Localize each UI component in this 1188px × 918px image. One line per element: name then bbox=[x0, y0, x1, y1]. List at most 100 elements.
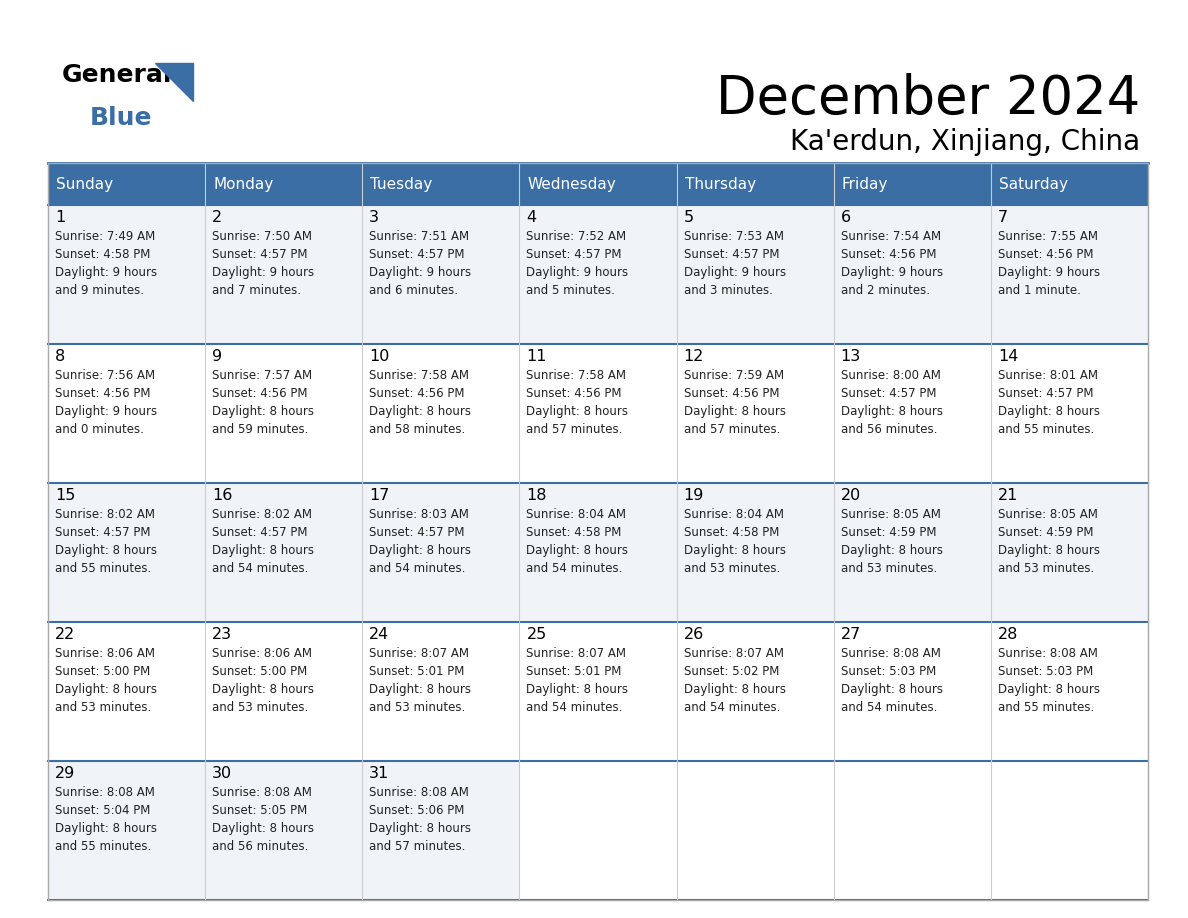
Text: Sunset: 4:56 PM: Sunset: 4:56 PM bbox=[998, 248, 1093, 261]
Text: Sunrise: 8:02 AM: Sunrise: 8:02 AM bbox=[213, 508, 312, 521]
Text: 2: 2 bbox=[213, 210, 222, 225]
Text: Sunrise: 8:03 AM: Sunrise: 8:03 AM bbox=[369, 508, 469, 521]
Text: 27: 27 bbox=[841, 627, 861, 642]
Bar bbox=[991, 344, 1148, 483]
Text: Sunset: 4:58 PM: Sunset: 4:58 PM bbox=[55, 248, 151, 261]
Text: and 54 minutes.: and 54 minutes. bbox=[369, 562, 466, 575]
Text: Sunrise: 8:08 AM: Sunrise: 8:08 AM bbox=[213, 786, 312, 799]
Text: Sunrise: 8:02 AM: Sunrise: 8:02 AM bbox=[55, 508, 154, 521]
Text: 29: 29 bbox=[55, 766, 75, 781]
Text: and 57 minutes.: and 57 minutes. bbox=[683, 423, 781, 436]
Text: and 54 minutes.: and 54 minutes. bbox=[841, 701, 937, 714]
Text: Daylight: 8 hours: Daylight: 8 hours bbox=[213, 405, 314, 418]
Text: and 53 minutes.: and 53 minutes. bbox=[55, 701, 151, 714]
Text: Sunrise: 8:06 AM: Sunrise: 8:06 AM bbox=[55, 647, 154, 660]
Text: Sunrise: 7:57 AM: Sunrise: 7:57 AM bbox=[213, 369, 312, 382]
Text: 24: 24 bbox=[369, 627, 390, 642]
Text: Sunrise: 7:54 AM: Sunrise: 7:54 AM bbox=[841, 230, 941, 243]
Bar bbox=[48, 163, 206, 205]
Text: Sunset: 5:01 PM: Sunset: 5:01 PM bbox=[369, 665, 465, 678]
Text: Sunset: 5:05 PM: Sunset: 5:05 PM bbox=[213, 804, 308, 817]
Text: 6: 6 bbox=[841, 210, 851, 225]
Bar bbox=[362, 761, 519, 900]
Bar bbox=[48, 344, 206, 483]
Text: Sunrise: 8:00 AM: Sunrise: 8:00 AM bbox=[841, 369, 941, 382]
Text: December 2024: December 2024 bbox=[715, 73, 1140, 125]
Text: Daylight: 8 hours: Daylight: 8 hours bbox=[369, 683, 472, 696]
Text: Sunrise: 8:07 AM: Sunrise: 8:07 AM bbox=[683, 647, 784, 660]
Text: Sunrise: 7:49 AM: Sunrise: 7:49 AM bbox=[55, 230, 156, 243]
Text: Sunset: 4:56 PM: Sunset: 4:56 PM bbox=[683, 387, 779, 400]
Bar bbox=[677, 622, 834, 761]
Text: 10: 10 bbox=[369, 349, 390, 364]
Text: and 56 minutes.: and 56 minutes. bbox=[841, 423, 937, 436]
Text: 19: 19 bbox=[683, 488, 704, 503]
Text: Daylight: 8 hours: Daylight: 8 hours bbox=[55, 683, 157, 696]
Text: Tuesday: Tuesday bbox=[371, 176, 432, 192]
Text: Sunrise: 7:58 AM: Sunrise: 7:58 AM bbox=[526, 369, 626, 382]
Bar bbox=[677, 483, 834, 622]
Text: Sunrise: 8:05 AM: Sunrise: 8:05 AM bbox=[998, 508, 1098, 521]
Text: Daylight: 8 hours: Daylight: 8 hours bbox=[998, 544, 1100, 557]
Text: and 55 minutes.: and 55 minutes. bbox=[55, 562, 151, 575]
Text: Daylight: 8 hours: Daylight: 8 hours bbox=[683, 683, 785, 696]
Text: Daylight: 8 hours: Daylight: 8 hours bbox=[526, 544, 628, 557]
Text: and 3 minutes.: and 3 minutes. bbox=[683, 284, 772, 297]
Text: 31: 31 bbox=[369, 766, 390, 781]
Text: and 57 minutes.: and 57 minutes. bbox=[369, 840, 466, 853]
Text: Sunset: 5:00 PM: Sunset: 5:00 PM bbox=[213, 665, 308, 678]
Bar bbox=[834, 344, 991, 483]
Bar bbox=[362, 344, 519, 483]
Bar bbox=[519, 622, 677, 761]
Text: and 54 minutes.: and 54 minutes. bbox=[213, 562, 309, 575]
Bar bbox=[48, 761, 206, 900]
Text: Daylight: 9 hours: Daylight: 9 hours bbox=[841, 266, 943, 279]
Text: Sunset: 5:03 PM: Sunset: 5:03 PM bbox=[841, 665, 936, 678]
Text: and 9 minutes.: and 9 minutes. bbox=[55, 284, 144, 297]
Text: Sunset: 4:57 PM: Sunset: 4:57 PM bbox=[213, 526, 308, 539]
Text: Daylight: 8 hours: Daylight: 8 hours bbox=[998, 405, 1100, 418]
Text: Sunrise: 8:08 AM: Sunrise: 8:08 AM bbox=[369, 786, 469, 799]
Text: 11: 11 bbox=[526, 349, 546, 364]
Text: Sunrise: 8:06 AM: Sunrise: 8:06 AM bbox=[213, 647, 312, 660]
Text: and 56 minutes.: and 56 minutes. bbox=[213, 840, 309, 853]
Text: 3: 3 bbox=[369, 210, 379, 225]
Bar bbox=[519, 205, 677, 344]
Text: Saturday: Saturday bbox=[999, 176, 1068, 192]
Text: Sunrise: 8:08 AM: Sunrise: 8:08 AM bbox=[55, 786, 154, 799]
Text: Sunrise: 7:51 AM: Sunrise: 7:51 AM bbox=[369, 230, 469, 243]
Text: and 55 minutes.: and 55 minutes. bbox=[55, 840, 151, 853]
Text: 8: 8 bbox=[55, 349, 65, 364]
Bar bbox=[519, 344, 677, 483]
Text: and 53 minutes.: and 53 minutes. bbox=[369, 701, 466, 714]
Text: and 53 minutes.: and 53 minutes. bbox=[841, 562, 937, 575]
Text: 17: 17 bbox=[369, 488, 390, 503]
Text: and 7 minutes.: and 7 minutes. bbox=[213, 284, 301, 297]
Text: Daylight: 8 hours: Daylight: 8 hours bbox=[369, 405, 472, 418]
Text: Sunrise: 8:08 AM: Sunrise: 8:08 AM bbox=[998, 647, 1098, 660]
Text: Daylight: 8 hours: Daylight: 8 hours bbox=[841, 683, 943, 696]
Text: Ka'erdun, Xinjiang, China: Ka'erdun, Xinjiang, China bbox=[790, 128, 1140, 156]
Text: Sunset: 4:57 PM: Sunset: 4:57 PM bbox=[683, 248, 779, 261]
Text: Daylight: 8 hours: Daylight: 8 hours bbox=[213, 683, 314, 696]
Text: Daylight: 8 hours: Daylight: 8 hours bbox=[55, 544, 157, 557]
Text: Sunrise: 8:01 AM: Sunrise: 8:01 AM bbox=[998, 369, 1098, 382]
Text: and 54 minutes.: and 54 minutes. bbox=[683, 701, 781, 714]
Text: Sunset: 4:56 PM: Sunset: 4:56 PM bbox=[841, 248, 936, 261]
Bar bbox=[519, 163, 677, 205]
Bar bbox=[362, 163, 519, 205]
Text: Sunset: 4:57 PM: Sunset: 4:57 PM bbox=[526, 248, 623, 261]
Text: and 55 minutes.: and 55 minutes. bbox=[998, 701, 1094, 714]
Text: 30: 30 bbox=[213, 766, 233, 781]
Text: 20: 20 bbox=[841, 488, 861, 503]
Text: Wednesday: Wednesday bbox=[527, 176, 617, 192]
Text: Sunset: 4:56 PM: Sunset: 4:56 PM bbox=[55, 387, 151, 400]
Text: Sunset: 5:04 PM: Sunset: 5:04 PM bbox=[55, 804, 151, 817]
Text: Daylight: 8 hours: Daylight: 8 hours bbox=[213, 544, 314, 557]
Text: Sunset: 4:56 PM: Sunset: 4:56 PM bbox=[526, 387, 623, 400]
Text: and 54 minutes.: and 54 minutes. bbox=[526, 701, 623, 714]
Bar bbox=[991, 205, 1148, 344]
Text: Sunrise: 8:04 AM: Sunrise: 8:04 AM bbox=[683, 508, 784, 521]
Bar bbox=[677, 344, 834, 483]
Text: Sunset: 4:57 PM: Sunset: 4:57 PM bbox=[841, 387, 936, 400]
